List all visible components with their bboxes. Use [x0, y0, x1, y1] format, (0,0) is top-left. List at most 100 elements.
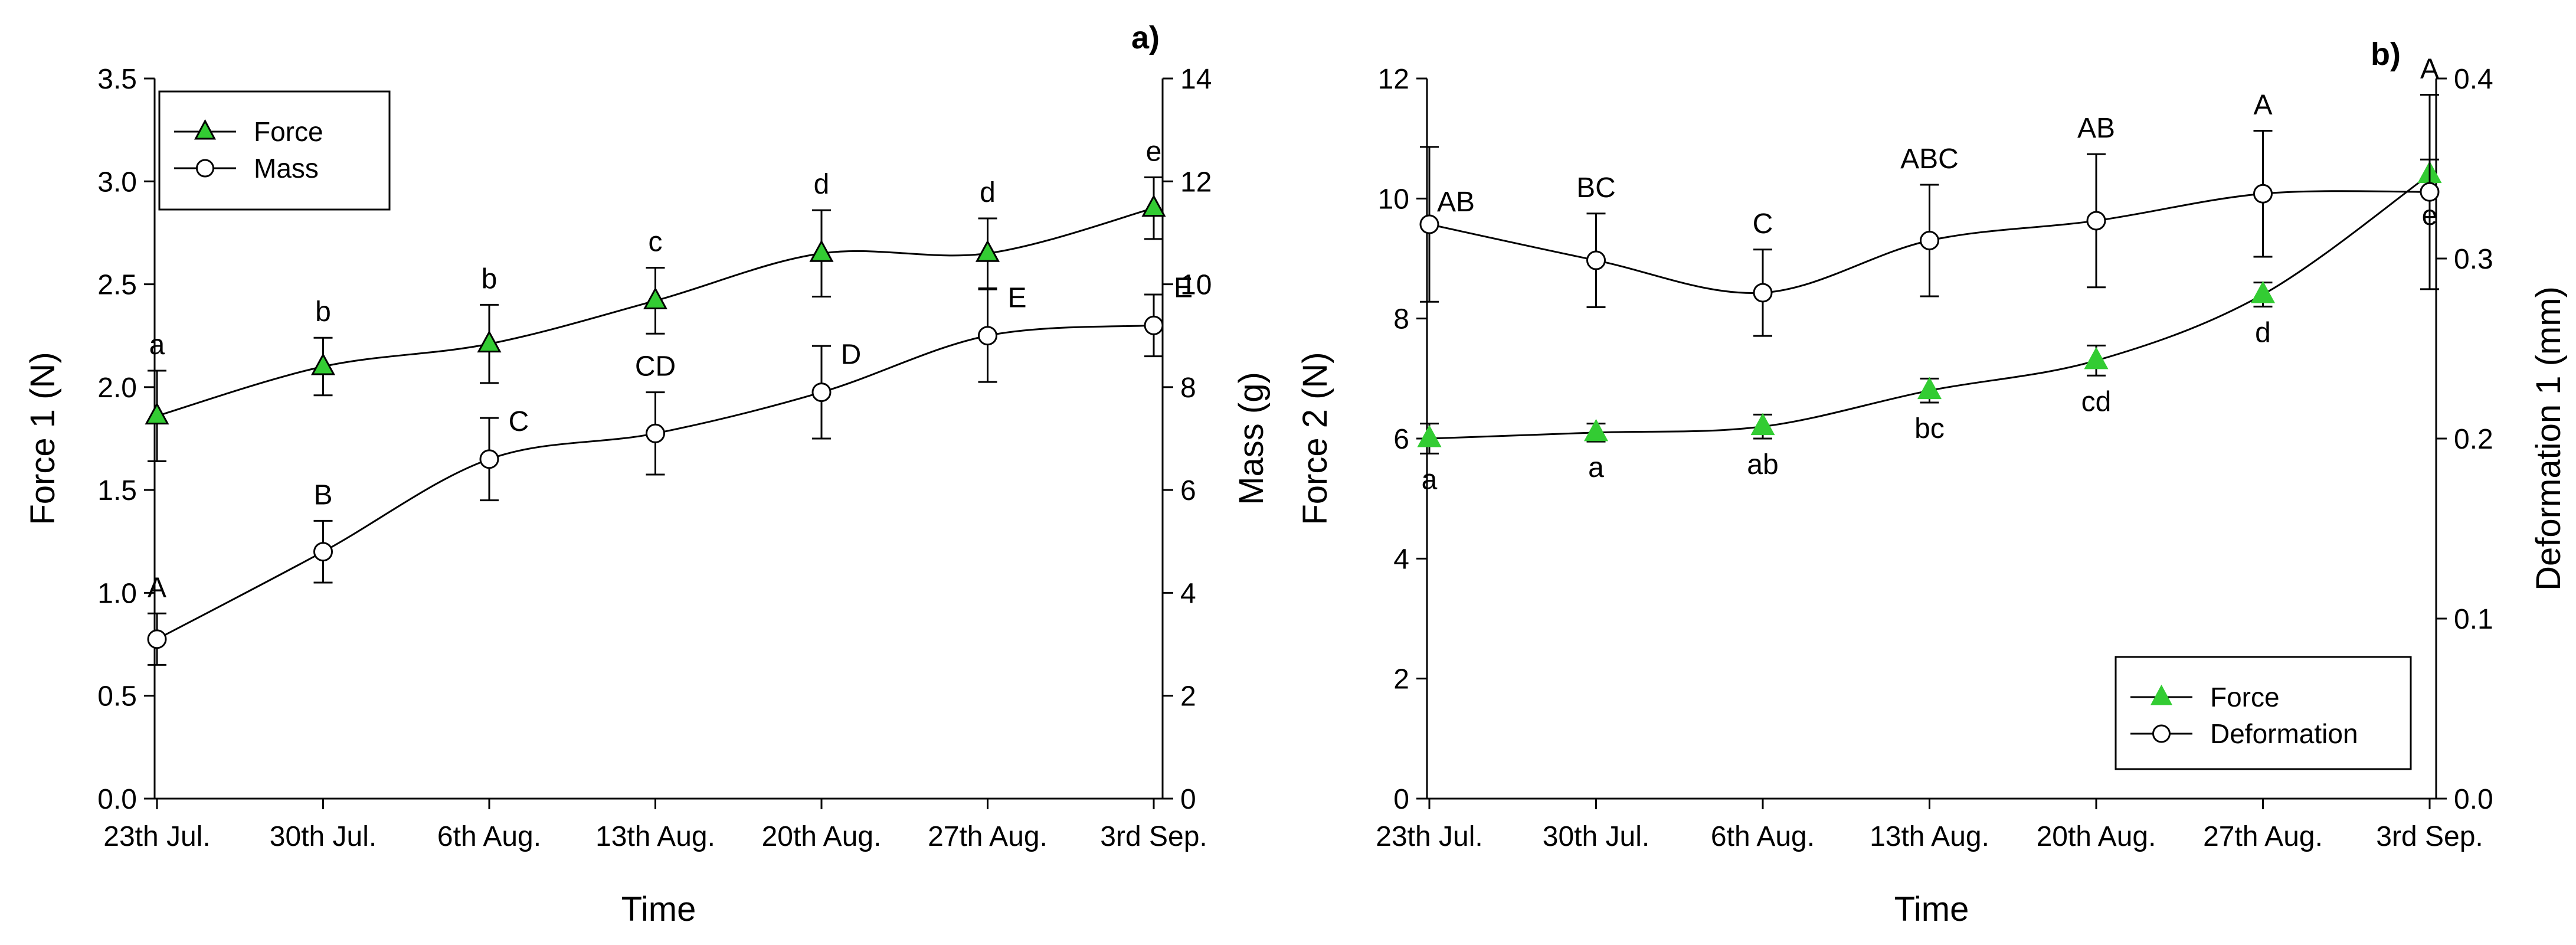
y-tick-label-right: 0.3: [2454, 244, 2493, 275]
significance-letter: A: [148, 572, 166, 603]
data-point-triangle: [1141, 194, 1166, 217]
y-tick-label-right: 0.4: [2454, 64, 2493, 95]
significance-letter: e: [1146, 136, 1162, 167]
data-point-circle: [1419, 214, 1439, 234]
significance-letter: C: [1753, 208, 1773, 240]
legend-box: [2115, 656, 2412, 770]
y-tick-label-left: 12: [1378, 64, 1409, 95]
significance-letter: a: [1588, 452, 1604, 483]
significance-letter: A: [2253, 89, 2272, 120]
y-tick-label-left: 2.0: [97, 372, 137, 404]
data-point-triangle: [145, 402, 169, 425]
y-tick-label-right: 0.0: [2454, 784, 2493, 815]
legend-marker-triangle: [2151, 684, 2172, 705]
significance-letter: D: [841, 339, 862, 371]
y-tick-label-left: 1.5: [97, 475, 137, 506]
y-axis-title-left: Force 2 (N): [1296, 352, 1334, 525]
data-point-triangle: [643, 287, 668, 309]
data-point-circle: [1753, 283, 1773, 303]
data-point-circle: [646, 423, 665, 443]
significance-letter: c: [649, 227, 663, 258]
data-point-triangle: [2084, 346, 2109, 370]
significance-letter: bc: [1914, 413, 1945, 444]
x-axis-title: Time: [621, 890, 696, 928]
x-tick-label: 6th Aug.: [437, 821, 541, 852]
significance-letter: C: [509, 406, 529, 437]
legend-label: Deformation: [2210, 718, 2358, 749]
y-tick-label-right: 6: [1180, 475, 1196, 506]
significance-letter: ab: [1747, 449, 1778, 480]
y-tick-label-right: 12: [1180, 166, 1212, 198]
x-axis-title: Time: [1894, 890, 1969, 928]
significance-letter: E: [1007, 283, 1026, 314]
data-point-circle: [147, 629, 167, 649]
data-point-triangle: [1917, 377, 1942, 400]
y-tick-label-right: 14: [1180, 64, 1212, 95]
legend: Force Mass: [158, 90, 391, 211]
x-tick-label: 23th Jul.: [103, 821, 210, 852]
y-tick-label-right: 0.2: [2454, 424, 2493, 455]
y-tick-label-left: 8: [1393, 304, 1409, 335]
y-tick-label-right: 2: [1180, 681, 1196, 712]
x-tick-label: 3rd Sep.: [1100, 821, 1207, 852]
y-tick-label-left: 0: [1393, 784, 1409, 815]
significance-letter: E: [1174, 272, 1193, 303]
y-tick-label-right: 8: [1180, 372, 1196, 404]
significance-letter: d: [980, 177, 996, 208]
data-point-circle: [811, 382, 832, 403]
y-tick-label-left: 6: [1393, 424, 1409, 455]
data-point-circle: [2420, 182, 2440, 202]
data-point-triangle: [1750, 413, 1775, 436]
y-tick-label-left: 3.0: [97, 166, 137, 198]
y-tick-label-right: 4: [1180, 578, 1196, 609]
x-tick-label: 27th Aug.: [928, 821, 1048, 852]
series-force: a b b c d d e: [145, 136, 1166, 462]
data-point-circle: [1586, 250, 1606, 270]
y-tick-label-left: 2: [1393, 664, 1409, 695]
x-tick-label: 23th Jul.: [1376, 821, 1482, 852]
data-point-triangle: [1417, 424, 1442, 447]
data-point-triangle: [2250, 280, 2276, 303]
legend: Force Deformation: [2115, 656, 2412, 770]
x-tick-label: 20th Aug.: [2037, 821, 2156, 852]
y-tick-label-left: 4: [1393, 544, 1409, 575]
data-point-circle: [313, 542, 333, 562]
y-tick-label-left: 2.5: [97, 270, 137, 301]
legend-box: [158, 90, 391, 211]
y-tick-label-left: 1.0: [97, 578, 137, 609]
y-tick-label-left: 0.5: [97, 681, 137, 712]
y-tick-label-left: 0.0: [97, 784, 137, 815]
significance-letter: ABC: [1900, 143, 1959, 175]
data-point-circle: [1144, 315, 1164, 335]
x-tick-label: 3rd Sep.: [2376, 821, 2483, 852]
data-point-triangle: [1583, 418, 1609, 442]
significance-letter: CD: [635, 351, 676, 382]
data-point-circle: [2253, 184, 2273, 204]
panel-label: b): [2371, 37, 2401, 72]
significance-letter: B: [313, 479, 332, 511]
legend-label: Force: [254, 116, 323, 147]
series-deformation: AB BC C ABC AB A A: [1419, 53, 2440, 337]
significance-letter: b: [482, 263, 497, 295]
significance-letter: a: [149, 329, 165, 361]
significance-letter: d: [814, 169, 830, 200]
y-tick-label-left: 10: [1378, 184, 1409, 215]
series-mass: A B C CD D E E: [147, 272, 1193, 666]
data-point-triangle: [477, 330, 502, 353]
significance-letter: BC: [1576, 172, 1616, 204]
y-axis-title-right: Deformation 1 (mm): [2529, 286, 2568, 591]
y-axis-title-left: Force 1 (N): [24, 352, 62, 525]
y-tick-label-right: 0.1: [2454, 604, 2493, 635]
x-tick-label: 30th Jul.: [270, 821, 377, 852]
legend-label: Force: [2210, 682, 2280, 712]
x-tick-label: 13th Aug.: [595, 821, 715, 852]
chart-panel-a: 0.0 0.5 1.0 1.5 2.0 2.5 3.0 3.5 0 2 4 6 8 10 12 14 23th …: [24, 20, 1271, 928]
significance-letter: A: [2420, 53, 2439, 84]
panel-label: a): [1131, 20, 1160, 55]
significance-letter: b: [315, 296, 331, 328]
data-point-circle: [479, 449, 499, 469]
data-point-triangle: [975, 240, 1000, 262]
y-tick-label-right: 0: [1180, 784, 1196, 815]
